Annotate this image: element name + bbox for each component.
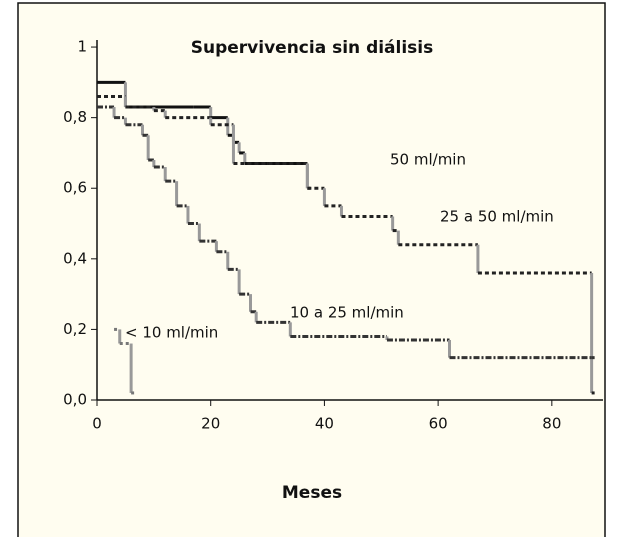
x-axis-label: Meses: [282, 483, 342, 503]
y-tick-label: 0,8: [63, 108, 87, 126]
x-tick-label: 60: [429, 415, 448, 433]
y-tick-label: 1: [77, 38, 87, 56]
y-tick-label: 0,2: [63, 320, 87, 338]
series-label: < 10 ml/min: [125, 324, 218, 342]
series-label: 25 a 50 ml/min: [440, 208, 554, 226]
x-tick-label: 0: [92, 415, 102, 433]
y-tick-label: 0,4: [63, 249, 87, 267]
y-tick-label: 0,6: [63, 179, 87, 197]
series-label: 10 a 25 ml/min: [290, 304, 404, 322]
x-tick-label: 80: [542, 415, 561, 433]
series-label: 50 ml/min: [390, 151, 466, 169]
y-tick-label: 0,0: [63, 391, 87, 409]
chart-title: Supervivencia sin diálisis: [191, 38, 434, 58]
x-tick-label: 40: [315, 415, 334, 433]
x-tick-label: 20: [201, 415, 220, 433]
